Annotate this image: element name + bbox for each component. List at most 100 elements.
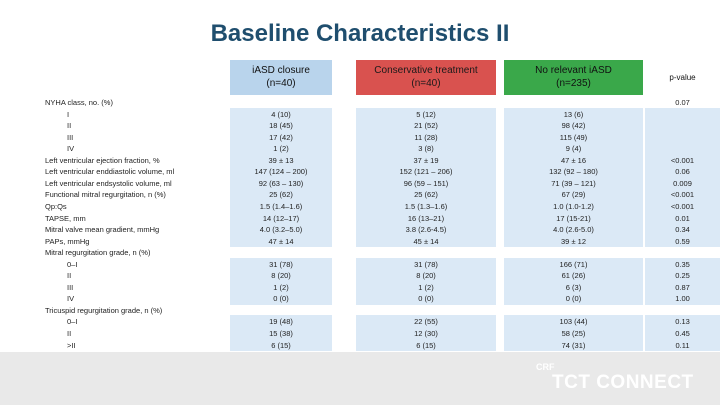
table-cell (230, 247, 332, 259)
table-cell: 17 (42) (269, 132, 293, 142)
header-count: (n=40) (266, 77, 296, 89)
row-label: Left ventricular ejection fraction, % (45, 155, 160, 165)
row-label: NYHA class, no. (%) (45, 98, 113, 107)
row-label: Qp:Qs (45, 201, 67, 211)
header-count: (n=235) (556, 77, 591, 89)
page-title: Baseline Characteristics II (210, 20, 510, 47)
p-value-cell: <0.001 (670, 201, 695, 211)
p-value-cell: 0.01 (675, 213, 690, 223)
table-cell: 47 ± 16 (561, 155, 586, 165)
p-value-cell: 1.00 (675, 294, 690, 304)
table-cell: 67 (29) (561, 190, 586, 200)
group-band (504, 107, 643, 155)
table-cell: 8 (20) (416, 271, 436, 281)
table-cell (230, 97, 332, 109)
header-no-relevant-iasd: No relevant iASD (n=235) (504, 60, 643, 95)
table-cell: 16 (13–21) (407, 213, 445, 223)
table-cell: 4 (10) (271, 109, 291, 119)
group-band (504, 153, 643, 248)
table-cell: 47 ± 14 (268, 236, 294, 246)
table-cell: 31 (78) (269, 259, 293, 269)
table-cell: 25 (62) (269, 190, 293, 200)
table-cell: 9 (4) (565, 144, 582, 154)
table-cell: 1.0 (1.0-1.2) (553, 201, 594, 211)
table-cell: 4.0 (3.2–5.0) (259, 225, 303, 235)
table-cell (230, 305, 332, 317)
row-label: Left ventricular endsystolic volume, ml (45, 178, 172, 188)
group-band (356, 257, 496, 305)
p-value-cell (645, 305, 720, 317)
footer-bar (0, 352, 720, 405)
table-cell: 3.8 (2.6-4.5) (405, 225, 447, 235)
row-label: Functional mitral regurgitation, n (%) (45, 190, 166, 200)
table-cell: 37 ± 19 (413, 155, 439, 165)
table-cell: 12 (30) (414, 329, 438, 338)
group-band (230, 315, 332, 352)
table-cell (356, 97, 496, 109)
row-label: IV (67, 144, 75, 154)
table-cell: 1.5 (1.3–1.6) (404, 201, 448, 211)
table-cell: 15 (38) (269, 329, 293, 338)
p-value-cell (645, 132, 720, 144)
table-cell: 115 (49) (559, 132, 588, 142)
p-value-cell (645, 109, 720, 121)
row-label: TAPSE, mm (45, 213, 86, 223)
tct-connect-logo: TCT CONNECT (552, 372, 694, 393)
table-cell: 3 (8) (418, 144, 434, 154)
group-band (230, 107, 332, 155)
table-cell: 92 (63 – 130) (258, 178, 304, 188)
table-cell: 0 (0) (565, 294, 582, 304)
row-label: Mitral valve mean gradient, mmHg (45, 225, 160, 235)
row-label: >II (67, 340, 76, 350)
table-cell: 11 (28) (414, 132, 438, 142)
row-label: 0–I (67, 317, 78, 327)
table-cell: 58 (25) (561, 329, 586, 338)
crf-logo: CRF (536, 362, 555, 372)
group-band (645, 107, 720, 155)
table-cell: 147 (124 – 200) (254, 167, 308, 177)
table-cell: 39 ± 13 (268, 155, 294, 165)
table-cell: 74 (31) (561, 340, 586, 350)
header-label: No relevant iASD (535, 65, 612, 76)
table-cell: 6 (15) (416, 340, 436, 350)
p-value-cell: 0.25 (675, 271, 690, 281)
row-label: III (67, 132, 74, 142)
table-cell: 6 (15) (271, 340, 291, 350)
table-cell: 71 (39 – 121) (551, 178, 596, 188)
table-cell: 4.0 (2.6-5.0) (553, 225, 594, 235)
group-band (645, 153, 720, 248)
group-band (504, 315, 643, 352)
p-value-cell: 0.009 (673, 178, 692, 188)
table-cell: 18 (45) (269, 121, 293, 131)
table-cell: 6 (3) (565, 282, 582, 292)
table-cell: 39 ± 12 (561, 236, 586, 246)
table-cell (356, 305, 496, 317)
group-band (356, 107, 496, 155)
row-label: II (67, 121, 72, 131)
table-cell: 132 (92 – 180) (549, 167, 598, 177)
row-label: Left ventricular enddiastolic volume, ml (45, 167, 175, 177)
group-band (645, 257, 720, 305)
row-label: I (67, 109, 70, 119)
table-cell: 152 (121 – 206) (399, 167, 453, 177)
table-cell: 1 (2) (273, 282, 289, 292)
row-label: II (67, 271, 72, 281)
group-band (230, 257, 332, 305)
p-value-cell: 0.59 (675, 236, 690, 246)
table-cell: 5 (12) (416, 109, 436, 119)
table-cell (504, 247, 643, 259)
p-value-cell: 0.35 (675, 259, 690, 269)
row-label: IV (67, 294, 75, 304)
row-label: Mitral regurgitation grade, n (%) (45, 248, 151, 258)
row-label: PAPs, mmHg (45, 236, 90, 246)
table-cell: 17 (15-21) (556, 213, 591, 223)
p-value-cell: 0.06 (675, 167, 690, 177)
header-conservative: Conservative treatment (n=40) (356, 60, 496, 95)
header-label: iASD closure (252, 65, 310, 76)
table-cell: 61 (26) (561, 271, 586, 281)
table-cell (504, 305, 643, 317)
table-cell: 22 (55) (414, 317, 438, 327)
p-value-cell (645, 247, 720, 259)
table-cell: 96 (59 – 151) (403, 178, 449, 188)
p-value-cell: 0.87 (675, 282, 690, 292)
